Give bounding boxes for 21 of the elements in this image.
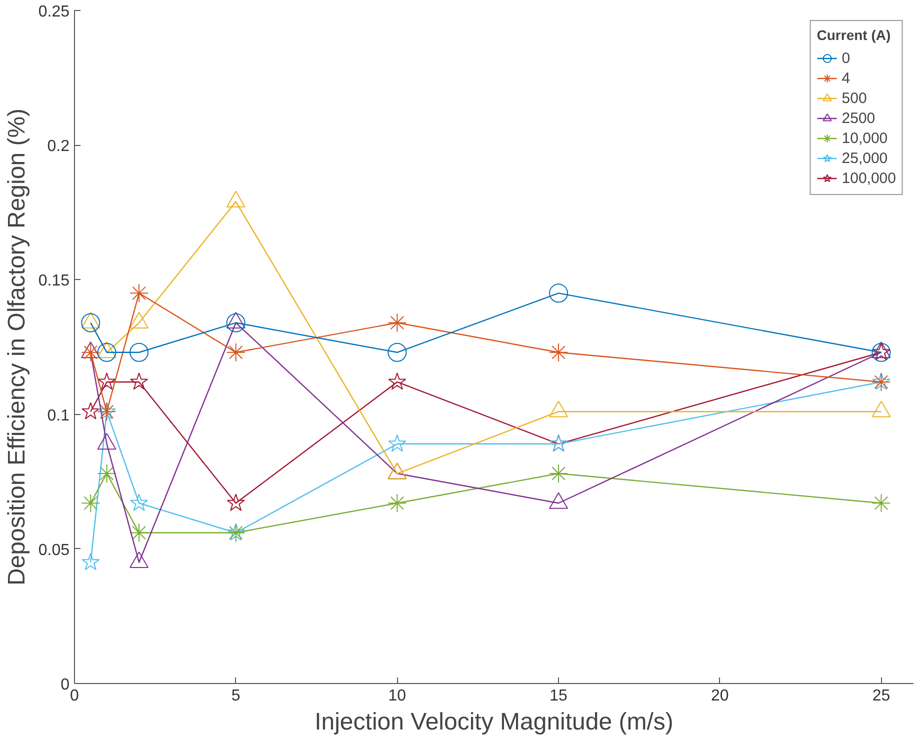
- y-tick-label: 0.1: [47, 407, 70, 424]
- x-tick-label: 20: [710, 688, 729, 704]
- legend-label: 4: [842, 68, 852, 88]
- legend-label: 2500: [842, 108, 876, 128]
- legend-label: 500: [842, 88, 867, 108]
- y-tick-label: 0.25: [38, 4, 70, 20]
- legend-label: 100,000: [842, 168, 896, 188]
- y-tick-label: 0.05: [38, 542, 70, 559]
- y-axis-title: Deposition Efficiency in Olfactory Region (%): [3, 108, 30, 586]
- legend-label: 10,000: [842, 128, 888, 148]
- x-tick-label: 5: [231, 688, 240, 704]
- y-tick-label: 0: [60, 676, 70, 694]
- x-tick-label: 10: [388, 688, 406, 704]
- x-axis-title: Injection Velocity Magnitude (m/s): [314, 708, 674, 736]
- y-tick-label: 0.2: [47, 138, 70, 156]
- legend-label: 0: [842, 48, 852, 68]
- y-tick-label: 0.15: [38, 272, 70, 290]
- legend-label: 25,000: [842, 148, 888, 168]
- legend-title: Current (A): [816, 27, 892, 43]
- x-tick-label: 25: [872, 688, 890, 704]
- x-tick-label: 15: [550, 688, 568, 704]
